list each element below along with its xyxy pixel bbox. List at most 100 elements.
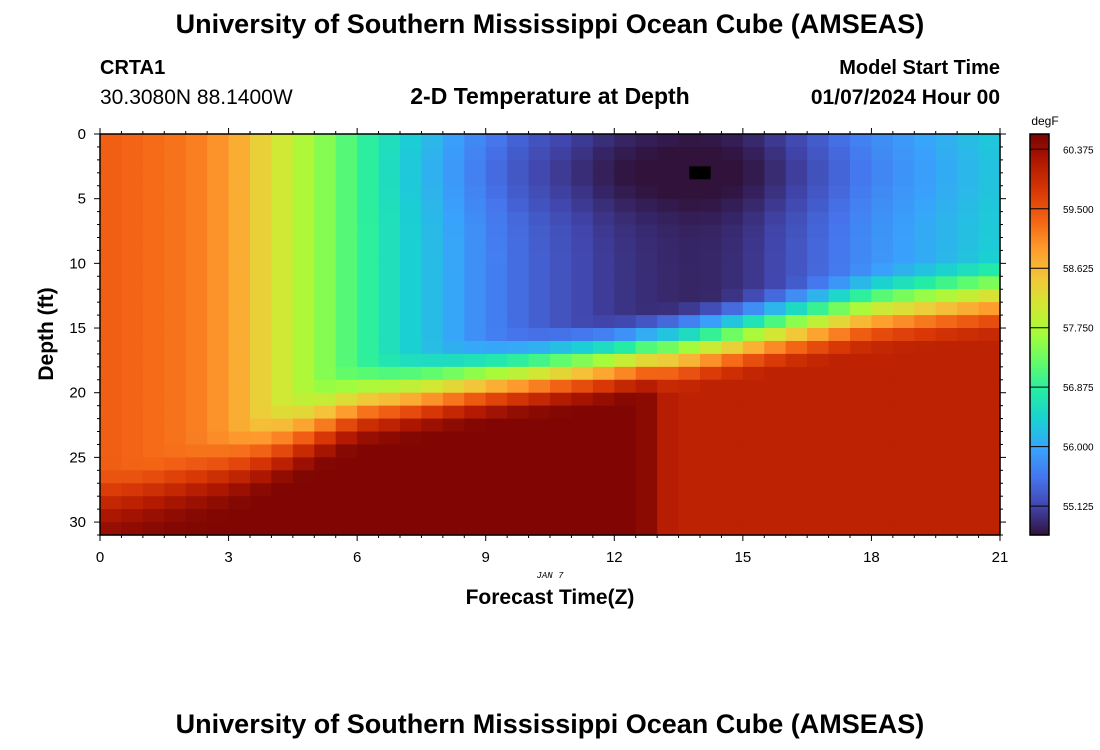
colorbar-band	[1030, 498, 1049, 502]
heatmap-cell	[314, 134, 337, 148]
heatmap-cell	[292, 172, 315, 187]
heatmap-cell	[721, 431, 744, 446]
heatmap-cell	[678, 211, 701, 226]
heatmap-cell	[400, 392, 423, 407]
heatmap-cell	[635, 315, 658, 329]
heatmap-cell	[378, 379, 401, 394]
heatmap-cell	[550, 211, 573, 226]
heatmap-cell	[378, 185, 401, 200]
heatmap-cell	[592, 276, 615, 290]
heatmap-cell	[571, 134, 594, 148]
colorbar-band	[1030, 444, 1049, 448]
heatmap-cell	[721, 211, 744, 226]
heatmap-cell	[207, 379, 230, 394]
heatmap-cell	[228, 185, 251, 200]
heatmap-cell	[828, 340, 851, 355]
heatmap-cell	[764, 522, 787, 536]
heatmap-cell	[700, 237, 723, 252]
heatmap-cell	[185, 146, 208, 161]
heatmap-cell	[957, 172, 980, 187]
heatmap-cell	[571, 483, 594, 497]
heatmap-cell	[978, 366, 1001, 381]
heatmap-cell	[528, 172, 551, 187]
heatmap-cell	[635, 159, 658, 174]
heatmap-cell	[400, 483, 423, 497]
heatmap-cell	[764, 250, 787, 264]
heatmap-cell	[185, 276, 208, 290]
heatmap-cell	[807, 353, 830, 368]
heatmap-cell	[271, 237, 294, 252]
heatmap-cell	[914, 470, 937, 484]
heatmap-cell	[957, 302, 980, 316]
heatmap-cell	[742, 392, 765, 407]
heatmap-cell	[164, 522, 187, 536]
model-start-value: 01/07/2024 Hour 00	[810, 86, 1000, 109]
heatmap-cell	[185, 315, 208, 329]
heatmap-cell	[721, 340, 744, 355]
heatmap-cell	[507, 509, 530, 523]
heatmap-cell	[935, 444, 958, 458]
heatmap-cell	[785, 431, 808, 446]
heatmap-cell	[978, 444, 1001, 458]
heatmap-cell	[721, 509, 744, 523]
heatmap-cell	[678, 185, 701, 200]
heatmap-cell	[207, 431, 230, 446]
heatmap-cell	[700, 302, 723, 316]
heatmap	[100, 134, 1001, 536]
heatmap-cell	[250, 289, 273, 303]
colorbar-band	[1030, 176, 1049, 179]
heatmap-cell	[528, 483, 551, 497]
colorbar-band	[1030, 436, 1049, 440]
heatmap-cell	[571, 315, 594, 329]
heatmap-cell	[271, 353, 294, 368]
heatmap-cell	[635, 263, 658, 277]
heatmap-cell	[185, 431, 208, 446]
heatmap-cell	[100, 198, 123, 213]
heatmap-cell	[614, 159, 637, 174]
heatmap-cell	[164, 185, 187, 200]
heatmap-cell	[850, 340, 873, 355]
heatmap-cell	[292, 315, 315, 329]
heatmap-cell	[507, 457, 530, 471]
heatmap-cell	[207, 263, 230, 277]
heatmap-cell	[550, 224, 573, 239]
heatmap-cell	[635, 276, 658, 290]
colorbar-band	[1030, 290, 1049, 293]
heatmap-cell	[528, 522, 551, 536]
heatmap-cell	[828, 470, 851, 484]
heatmap-cell	[335, 366, 358, 381]
heatmap-cell	[785, 470, 808, 484]
heatmap-cell	[914, 483, 937, 497]
heatmap-cell	[850, 379, 873, 394]
heatmap-cell	[828, 250, 851, 264]
heatmap-cell	[764, 340, 787, 355]
heatmap-cell	[571, 496, 594, 510]
heatmap-cell	[914, 211, 937, 226]
colorbar-band	[1030, 478, 1049, 482]
colorbar-band	[1030, 156, 1049, 159]
heatmap-cell	[314, 237, 337, 252]
heatmap-cell	[121, 405, 144, 420]
heatmap-cell	[850, 509, 873, 523]
y-tick-label: 15	[69, 320, 86, 337]
heatmap-cell	[807, 172, 830, 187]
heatmap-cell	[185, 418, 208, 433]
colorbar-band	[1030, 516, 1049, 520]
heatmap-cell	[250, 444, 273, 458]
heatmap-cell	[850, 366, 873, 381]
heatmap-cell	[957, 185, 980, 200]
heatmap-cell	[100, 146, 123, 161]
colorbar-band	[1030, 234, 1049, 237]
heatmap-cell	[785, 444, 808, 458]
colorbar-band	[1030, 510, 1049, 514]
heatmap-cell	[314, 315, 337, 329]
heatmap-cell	[335, 276, 358, 290]
heatmap-cell	[550, 509, 573, 523]
heatmap-cell	[871, 457, 894, 471]
heatmap-cell	[464, 444, 487, 458]
colorbar-band	[1030, 456, 1049, 460]
figure-title: University of Southern Mississippi Ocean…	[175, 9, 925, 39]
heatmap-cell	[464, 237, 487, 252]
heatmap-cell	[185, 289, 208, 303]
heatmap-cell	[592, 522, 615, 536]
